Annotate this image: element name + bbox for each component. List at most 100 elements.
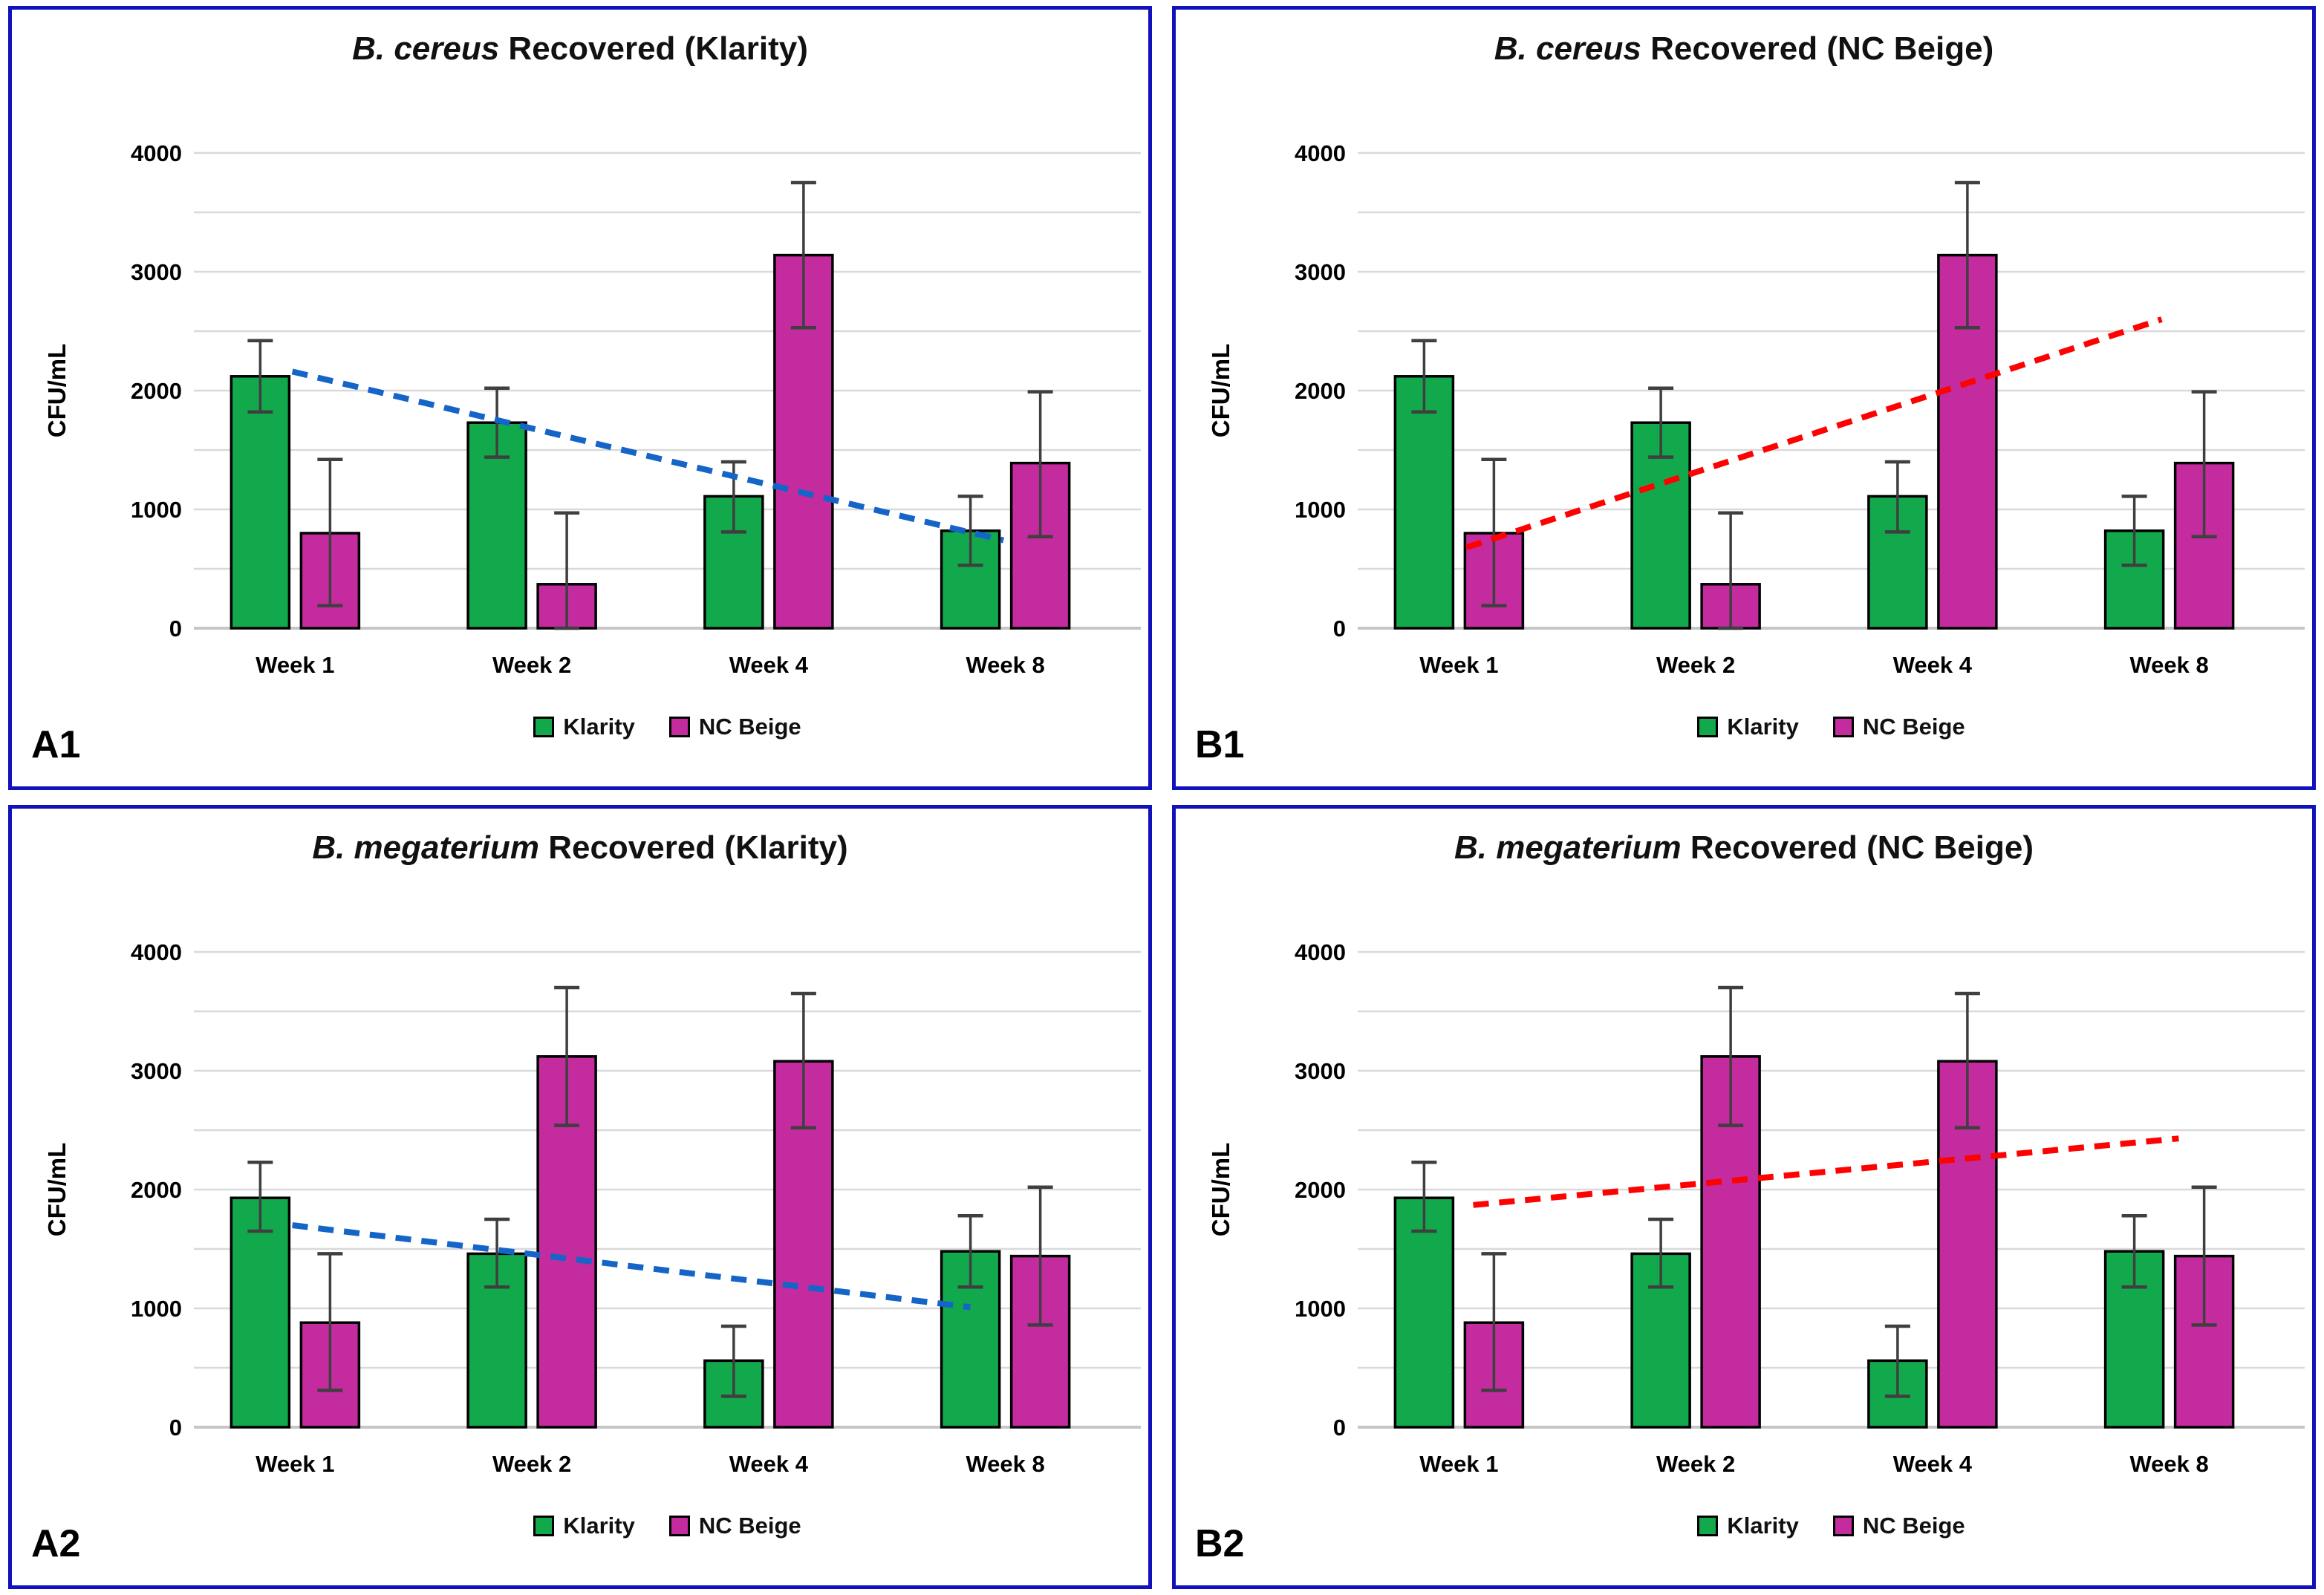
y-tick-label: 0 (1333, 616, 1346, 642)
x-tick-label: Week 2 (1656, 1451, 1735, 1477)
bar-chart-canvas: 0 1000 2000 3000 4000 CFU/mL Week 1 Week 2 Week … (43, 140, 1141, 678)
error-bar (1718, 985, 1744, 1127)
chart-title: B. megaterium Recovered (Klarity) (12, 829, 1148, 867)
legend-item-ncbeige: NC Beige (668, 714, 801, 740)
error-bar (1884, 1324, 1910, 1398)
y-axis-title: CFU/mL (43, 344, 71, 438)
error-bar (247, 1160, 273, 1233)
panel-a1: B. cereus Recovered (Klarity) 0 1000 2000 3… (8, 6, 1152, 790)
chart-title-rest: Recovered (Klarity) (499, 30, 808, 67)
legend-label: Klarity (563, 714, 635, 740)
y-tick-label: 3000 (1295, 1058, 1346, 1084)
error-bar (1481, 457, 1507, 607)
y-axis-title: CFU/mL (43, 1143, 71, 1237)
error-bar (317, 1252, 343, 1392)
chart-title-species: B. cereus (352, 30, 500, 67)
error-bar (2121, 495, 2147, 567)
legend-label: NC Beige (698, 714, 801, 740)
x-tick-label: Week 1 (255, 652, 334, 678)
error-bar (2121, 1213, 2147, 1289)
error-bar (554, 511, 580, 630)
error-bar (1954, 180, 1980, 330)
error-bar (957, 495, 983, 567)
error-bar (1411, 339, 1437, 414)
panel-b1: B. cereus Recovered (NC Beige) 0 1000 2000… (1172, 6, 2316, 790)
legend-item-klarity: Klarity (1697, 1513, 1799, 1539)
panel-letter: A1 (31, 723, 81, 766)
klarity-swatch-icon (1697, 1516, 1719, 1536)
y-tick-label: 2000 (131, 378, 182, 404)
y-tick-label: 2000 (1295, 1177, 1346, 1203)
error-bar (1027, 1185, 1053, 1327)
klarity-swatch-icon (1697, 717, 1719, 737)
error-bar (1411, 1160, 1437, 1233)
legend-item-ncbeige: NC Beige (1832, 1513, 1965, 1539)
klarity-swatch-icon (533, 1516, 555, 1536)
error-bar (1481, 1252, 1507, 1392)
error-bar (790, 991, 816, 1130)
trendline (1473, 1135, 2179, 1208)
panel-b2: B. megaterium Recovered (NC Beige) 0 1000… (1172, 805, 2316, 1589)
y-tick-label: 2000 (1295, 378, 1346, 404)
legend-item-klarity: Klarity (533, 1513, 635, 1539)
chart-title-rest: Recovered (NC Beige) (1641, 30, 1994, 67)
x-tick-label: Week 2 (492, 652, 571, 678)
error-bar (2191, 1185, 2217, 1327)
legend-item-ncbeige: NC Beige (1832, 714, 1965, 740)
error-bar (484, 1217, 510, 1289)
trendline (291, 368, 1005, 544)
legend-label: Klarity (1727, 1513, 1799, 1539)
x-tick-label: Week 1 (1419, 652, 1498, 678)
x-tick-label: Week 8 (2129, 652, 2208, 678)
chart-title-species: B. megaterium (1454, 829, 1682, 866)
y-tick-label: 0 (169, 616, 182, 642)
bar-klarity (1393, 375, 1455, 630)
chart-title-species: B. cereus (1494, 30, 1641, 67)
bar-klarity (1393, 1196, 1455, 1429)
y-tick-label: 4000 (131, 140, 182, 166)
panel-letter: B2 (1195, 1522, 1245, 1565)
chart-title: B. cereus Recovered (NC Beige) (1176, 30, 2312, 68)
chart-title-species: B. megaterium (312, 829, 539, 866)
chart-title: B. megaterium Recovered (NC Beige) (1176, 829, 2312, 867)
bar-chart-canvas: 0 1000 2000 3000 4000 CFU/mL Week 1 Week 2 Week … (1207, 939, 2305, 1477)
y-tick-label: 3000 (1295, 259, 1346, 285)
y-tick-label: 1000 (1295, 497, 1346, 523)
ncbeige-swatch-icon (1832, 1516, 1854, 1536)
error-bar (1954, 991, 1980, 1130)
y-axis-title: CFU/mL (1207, 1143, 1234, 1237)
trendline (292, 1222, 971, 1311)
bar-klarity (230, 375, 291, 630)
panel-letter: A2 (31, 1522, 81, 1565)
legend-label: Klarity (563, 1513, 635, 1539)
y-tick-label: 3000 (131, 1058, 182, 1084)
y-tick-label: 0 (1333, 1415, 1346, 1441)
bar-chart-canvas: 0 1000 2000 3000 4000 CFU/mL Week 1 Week 2 Week … (43, 939, 1141, 1477)
chart-title: B. cereus Recovered (Klarity) (12, 30, 1148, 68)
chart-legend: Klarity NC Beige (194, 1513, 1141, 1539)
panel-letter: B1 (1195, 723, 1245, 766)
klarity-swatch-icon (533, 717, 555, 737)
y-tick-label: 1000 (131, 497, 182, 523)
error-bar (957, 1213, 983, 1289)
ncbeige-swatch-icon (668, 717, 690, 737)
error-bar (1718, 511, 1744, 630)
x-tick-label: Week 4 (729, 1451, 809, 1477)
x-tick-label: Week 1 (255, 1451, 334, 1477)
x-tick-label: Week 8 (966, 1451, 1044, 1477)
y-tick-label: 4000 (1295, 140, 1346, 166)
legend-label: NC Beige (1862, 1513, 1965, 1539)
legend-label: NC Beige (1862, 714, 1965, 740)
chart-title-rest: Recovered (Klarity) (538, 829, 848, 866)
legend-label: Klarity (1727, 714, 1799, 740)
error-bar (247, 339, 273, 414)
x-tick-label: Week 8 (2129, 1451, 2208, 1477)
y-tick-label: 1000 (131, 1296, 182, 1322)
ncbeige-swatch-icon (668, 1516, 690, 1536)
y-tick-label: 3000 (131, 259, 182, 285)
panel-a2: B. megaterium Recovered (Klarity) 0 1000 2… (8, 805, 1152, 1589)
ncbeige-swatch-icon (1832, 717, 1854, 737)
x-tick-label: Week 2 (1656, 652, 1735, 678)
chart-title-rest: Recovered (NC Beige) (1681, 829, 2034, 866)
